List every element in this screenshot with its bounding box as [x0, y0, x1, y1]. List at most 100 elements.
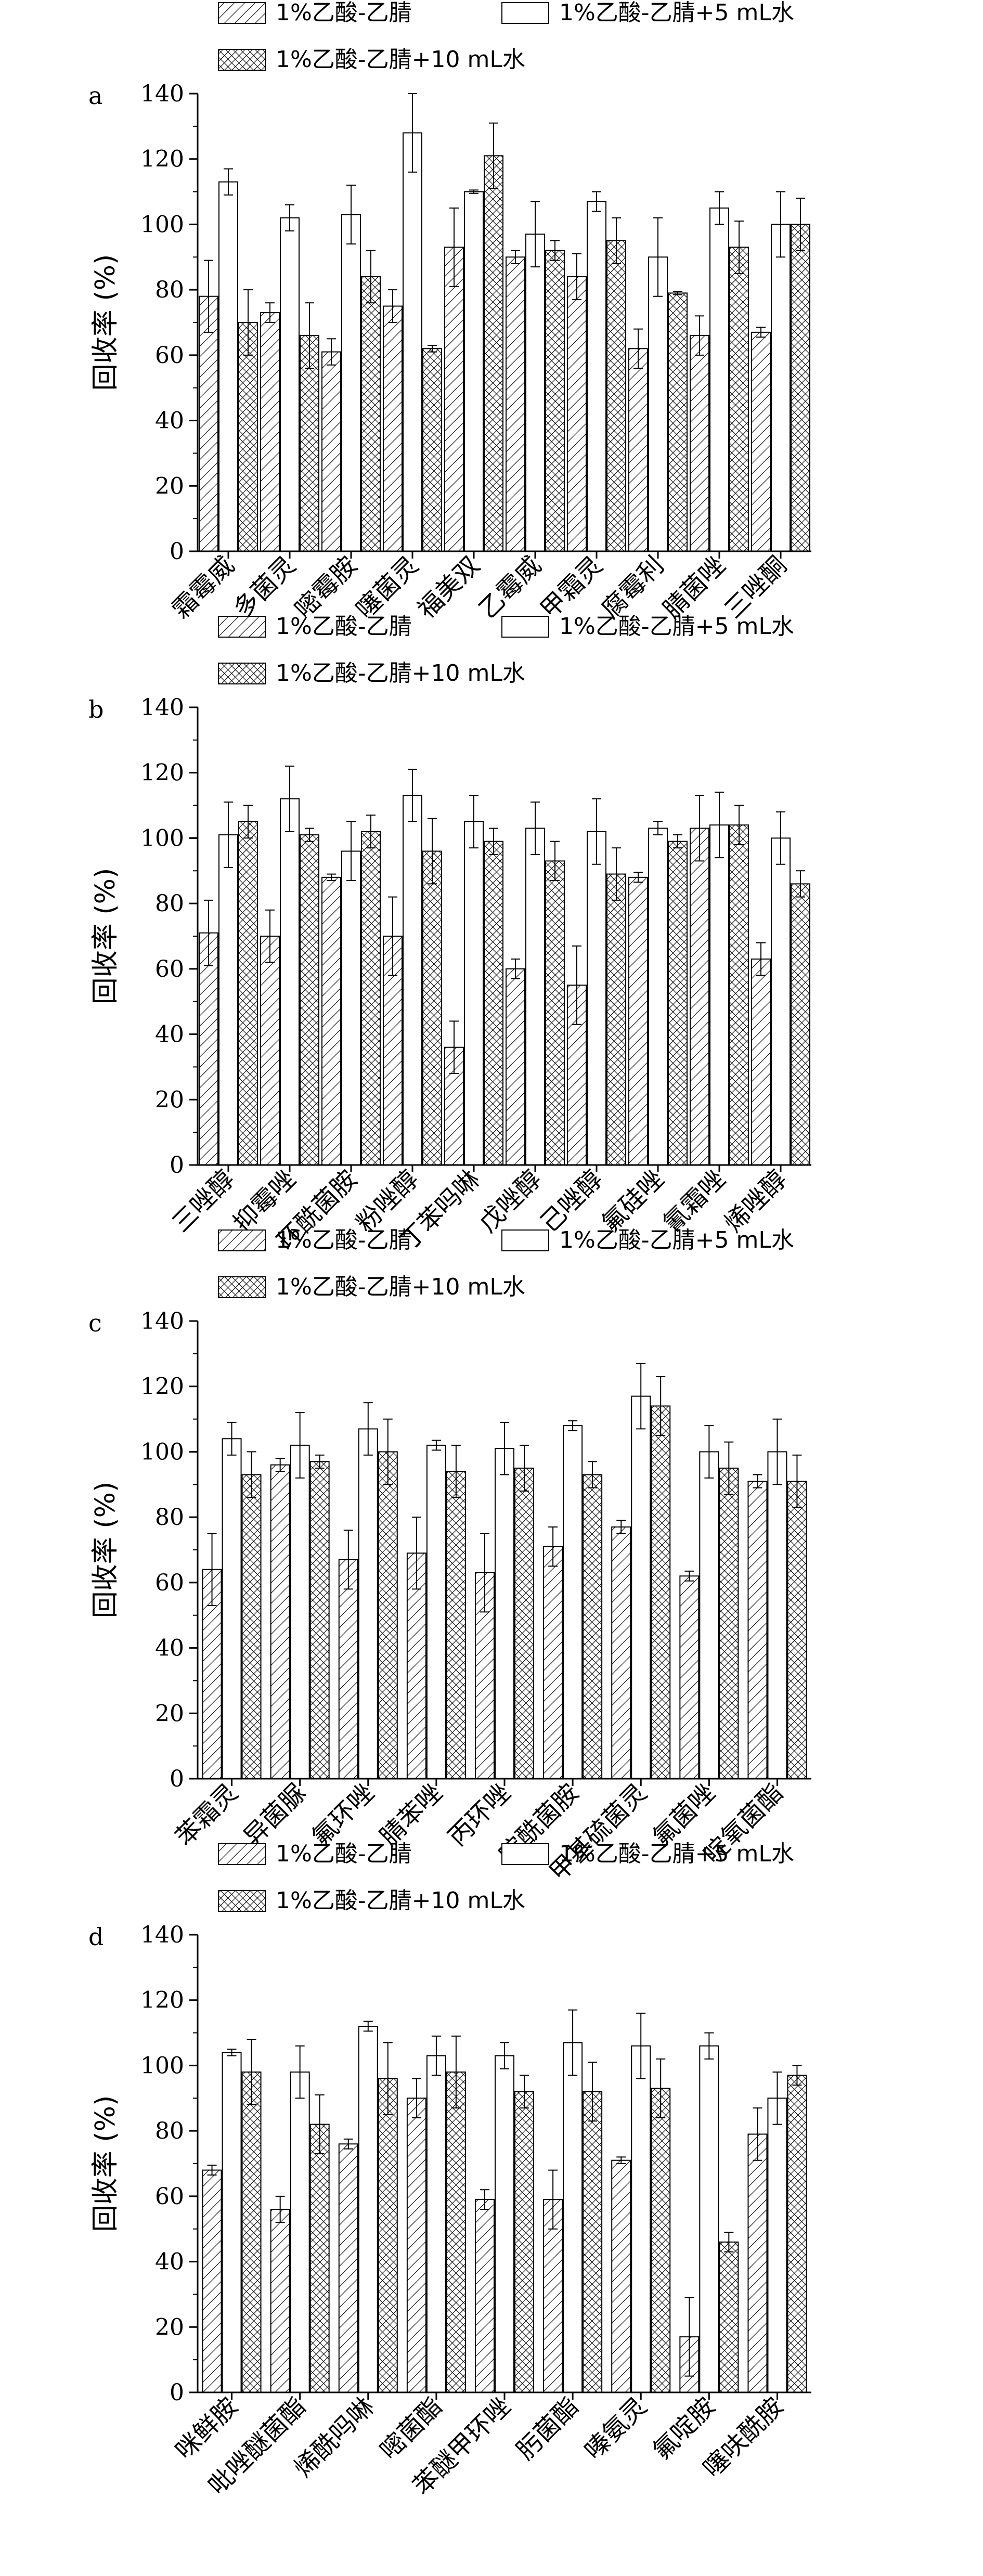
bar [611, 1526, 631, 1779]
bar [475, 2199, 495, 2393]
bar [446, 2072, 466, 2393]
bar [583, 2091, 603, 2393]
panel-label: b [88, 695, 104, 723]
chart-panel-c: c 1%乙酸-乙腈 1%乙酸-乙腈+5 mL水 1%乙酸-乙腈+10 mL水 0 20 40… [88, 1227, 811, 1887]
bar [218, 834, 238, 1166]
error-bar [227, 1421, 237, 1456]
y-axis-label: 回收率 (%) [90, 254, 121, 391]
y-tick-label: 80 [155, 277, 184, 303]
bar [202, 2169, 222, 2393]
bar [729, 247, 749, 552]
legend-item: 1%乙酸-乙腈+5 mL水 [501, 1841, 794, 1867]
error-bar [588, 2062, 598, 2122]
series-0 [202, 1458, 768, 1780]
x-tick-label: 福美双 [412, 551, 485, 624]
legend-label: 1%乙酸-乙腈+5 mL水 [559, 1227, 794, 1253]
bar [668, 292, 688, 552]
series-0 [199, 208, 771, 552]
legend-swatch [218, 1890, 266, 1912]
bar [222, 2052, 242, 2393]
bar [729, 824, 749, 1166]
panel-label: a [88, 82, 102, 110]
error-bar [265, 909, 275, 963]
error-bar [489, 827, 498, 855]
y-tick-label: 60 [155, 1570, 184, 1596]
legend-item: 1%乙酸-乙腈+10 mL水 [218, 1274, 525, 1300]
error-bar [572, 253, 581, 300]
bar [679, 1575, 700, 1779]
bar [506, 968, 525, 1166]
series-1 [222, 1363, 787, 1780]
bar [341, 214, 361, 552]
error-bar [431, 2035, 441, 2076]
error-bar [636, 2012, 646, 2079]
error-bar [612, 217, 621, 264]
bar [464, 821, 484, 1166]
y-tick-label: 100 [140, 1439, 184, 1465]
y-tick-label: 20 [155, 1086, 184, 1113]
y-tick-label: 40 [155, 1021, 184, 1048]
series-2 [241, 2035, 807, 2393]
error-bar [520, 1444, 529, 1492]
legend-label: 1%乙酸-乙腈+5 mL水 [559, 1841, 794, 1867]
error-bar [346, 821, 356, 882]
error-bar [469, 795, 478, 849]
error-bar [531, 201, 540, 268]
series-2 [238, 805, 810, 1166]
error-bar [633, 328, 643, 369]
bar [690, 827, 709, 1166]
error-bar [315, 2094, 325, 2155]
error-bar [305, 302, 314, 369]
legend-swatch [218, 2, 266, 24]
error-bar [511, 250, 520, 264]
error-bar [695, 795, 704, 862]
error-bar [285, 204, 294, 231]
error-bar [207, 1533, 217, 1606]
legend-label: 1%乙酸-乙腈+10 mL水 [276, 660, 525, 687]
bar [495, 1448, 514, 1779]
bar [309, 2124, 330, 2393]
error-bar [388, 896, 397, 976]
bar [767, 2098, 787, 2393]
bar [606, 873, 626, 1166]
bar [484, 155, 503, 552]
bar [464, 191, 484, 552]
error-bar [753, 1474, 762, 1488]
error-bar [500, 2042, 509, 2069]
bar [338, 2143, 358, 2393]
error-bar [285, 766, 294, 832]
error-bar [633, 872, 643, 883]
bar [525, 827, 545, 1166]
bar [690, 335, 709, 552]
legend-item: 1%乙酸-乙腈+5 mL水 [501, 613, 794, 640]
chart-panel-b: b 1%乙酸-乙腈 1%乙酸-乙腈+5 mL水 1%乙酸-乙腈+10 mL水 0 20 40… [88, 613, 811, 1255]
y-tick-label: 20 [155, 1700, 184, 1727]
series-1 [218, 93, 791, 552]
legend-swatch [501, 2, 549, 24]
legend-item: 1%乙酸-乙腈+10 mL水 [218, 46, 525, 73]
error-bar [449, 208, 459, 287]
x-tick-label: 肟菌酯 [511, 2392, 584, 2465]
bar [426, 2055, 446, 2393]
bar [751, 331, 771, 552]
error-bar [796, 870, 805, 898]
y-tick-label: 100 [140, 211, 184, 238]
error-bar [612, 847, 621, 901]
panel-label: c [88, 1309, 102, 1337]
series-2 [241, 1376, 807, 1780]
error-bar [204, 899, 213, 966]
bar [426, 1444, 446, 1780]
series-1 [218, 766, 791, 1166]
legend-label: 1%乙酸-乙腈+5 mL水 [559, 613, 794, 640]
error-bar [224, 168, 233, 196]
error-bar [204, 260, 213, 333]
error-bar [704, 1425, 714, 1479]
error-bar [275, 2195, 285, 2223]
x-tick-label: 嗪氨灵 [579, 2392, 652, 2465]
bar [300, 834, 319, 1166]
error-bar [449, 1020, 459, 1074]
legend-swatch [218, 49, 266, 71]
bar [587, 201, 606, 552]
series-0 [202, 2078, 768, 2393]
